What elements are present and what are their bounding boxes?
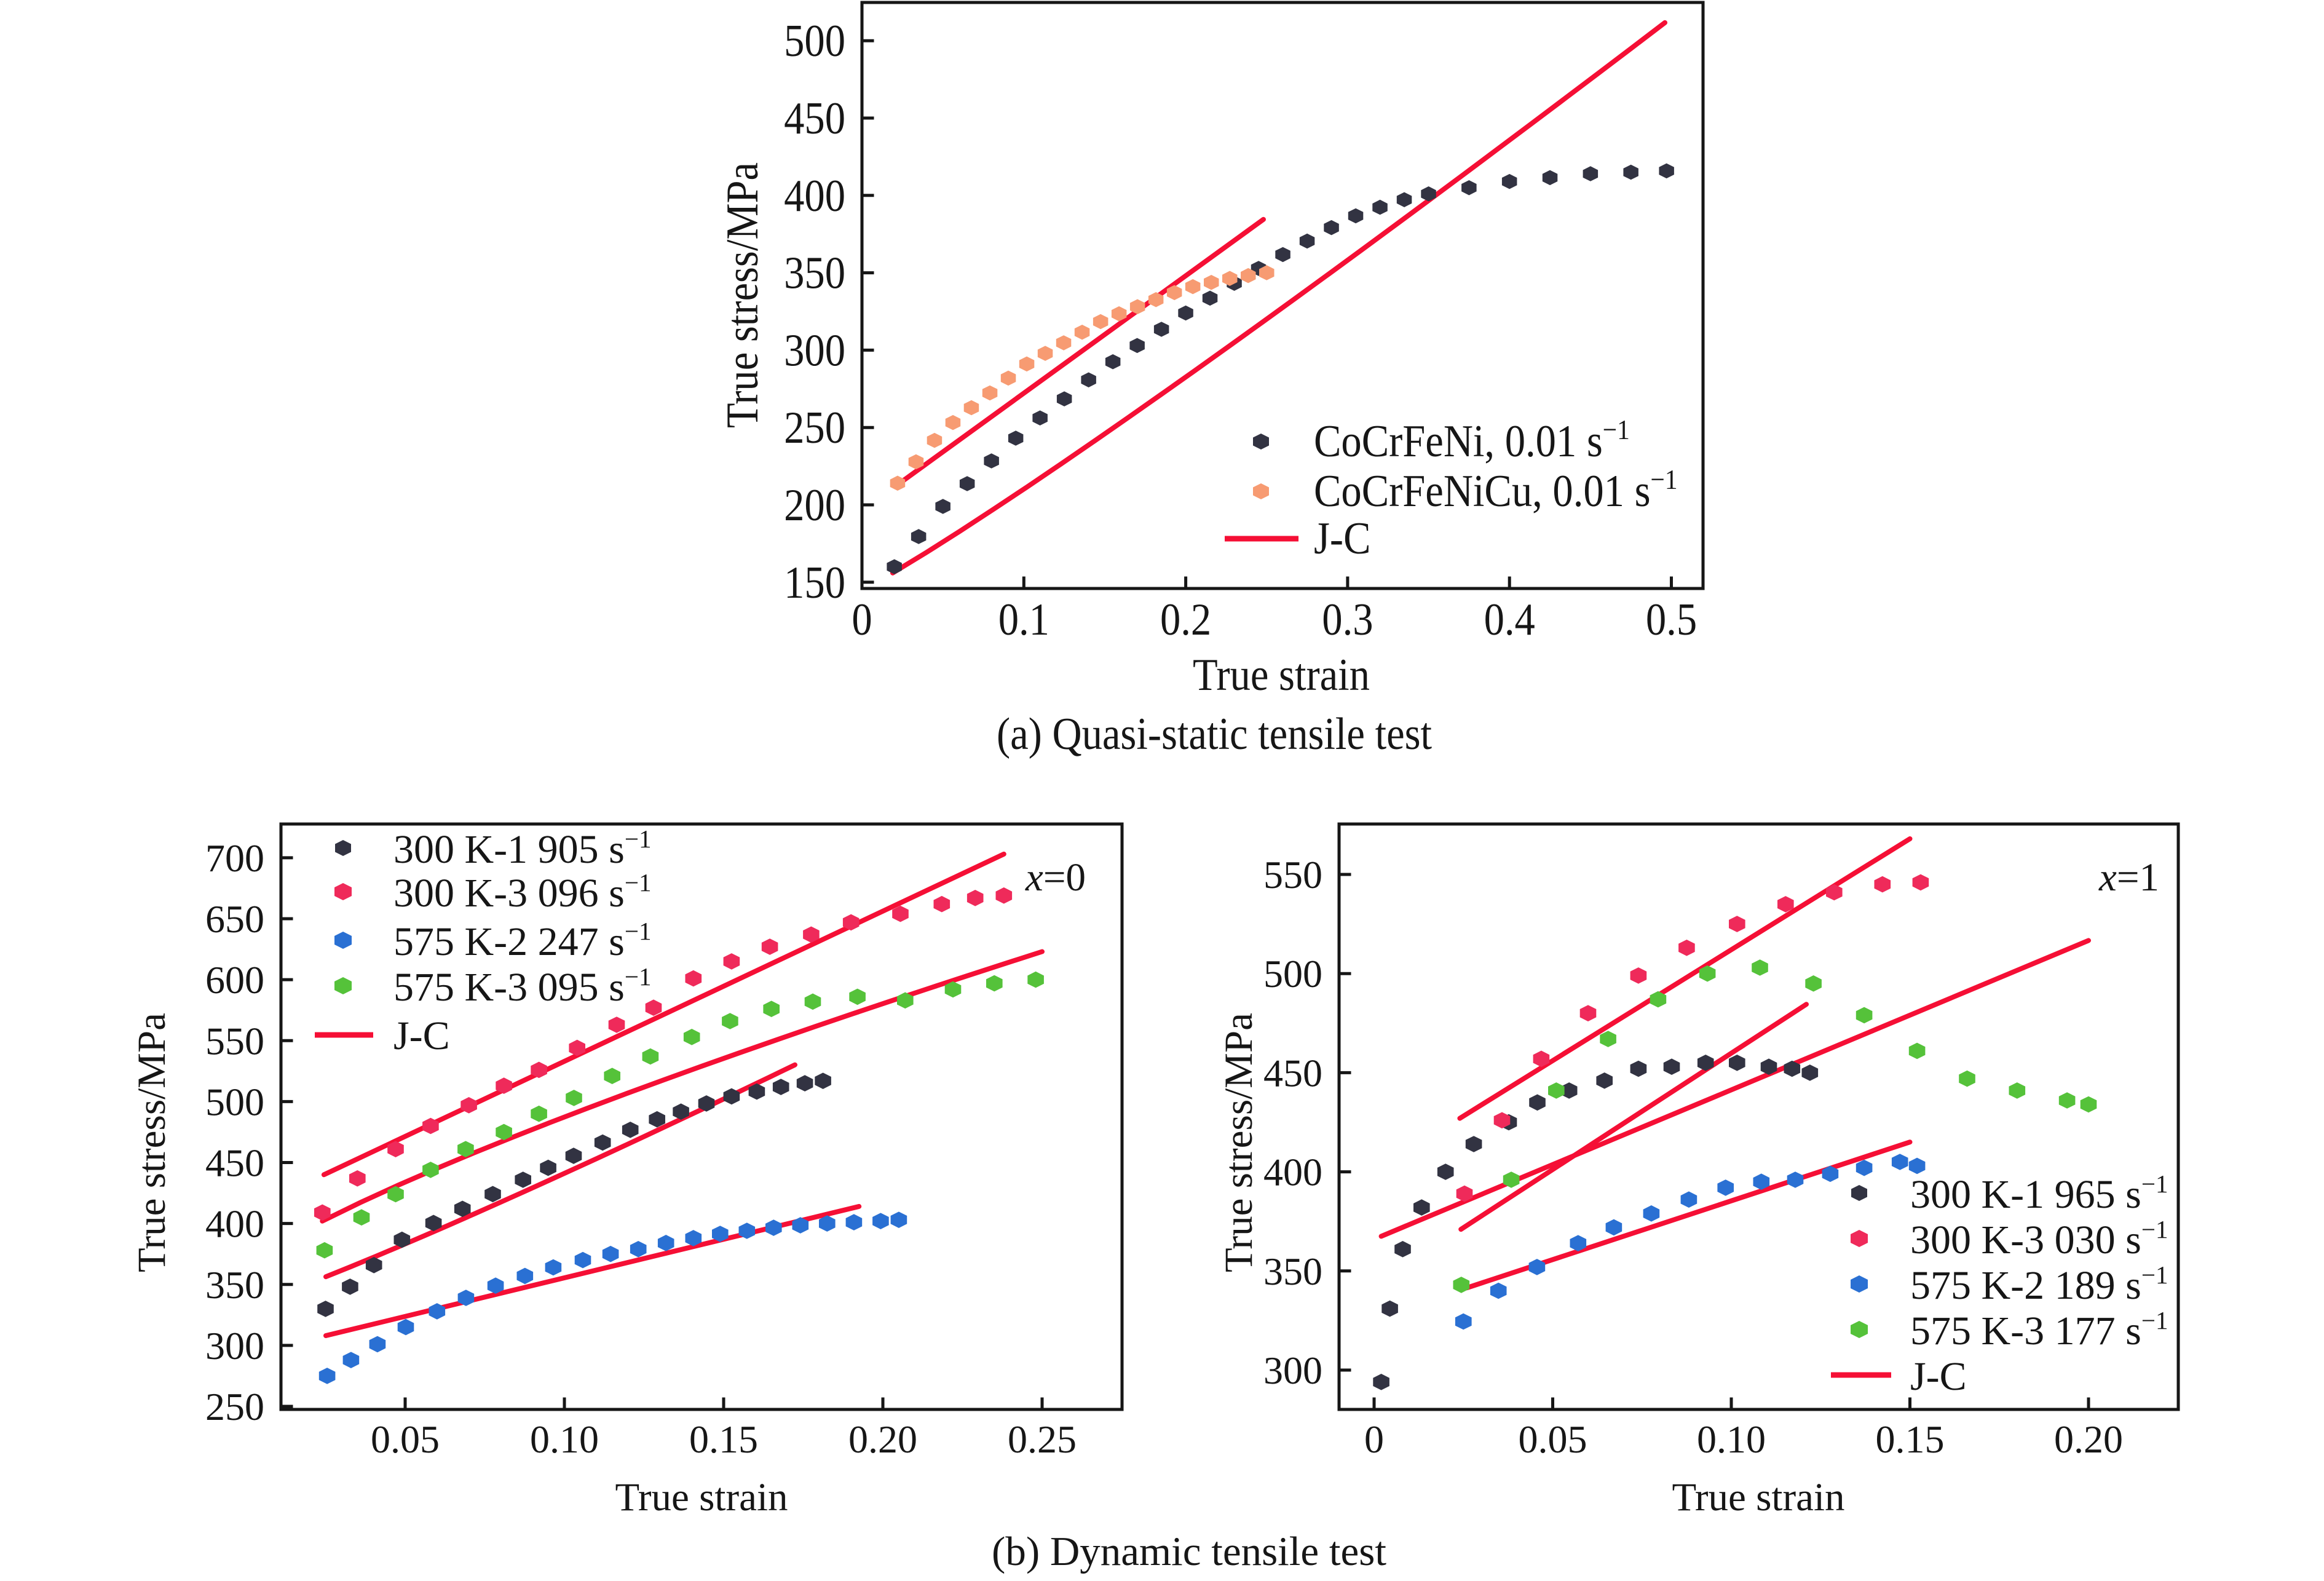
svg-text:300 K-1 965 s−1: 300 K-1 965 s−1: [1910, 1170, 2168, 1217]
svg-text:575 K-2 189 s−1: 575 K-2 189 s−1: [1910, 1261, 2168, 1308]
svg-text:575 K-3 095 s−1: 575 K-3 095 s−1: [393, 962, 651, 1010]
svg-text:True stress/MPa: True stress/MPa: [1217, 1013, 1261, 1272]
svg-text:200: 200: [784, 480, 845, 531]
svg-text:0.05: 0.05: [371, 1417, 440, 1461]
svg-text:250: 250: [205, 1385, 264, 1428]
svg-text:350: 350: [784, 248, 845, 298]
svg-text:300 K-1 905 s−1: 300 K-1 905 s−1: [393, 825, 651, 872]
svg-text:0.10: 0.10: [530, 1417, 599, 1461]
svg-text:CoCrFeNiCu, 0.01 s−1: CoCrFeNiCu, 0.01 s−1: [1314, 464, 1678, 517]
svg-text:400: 400: [784, 171, 845, 221]
svg-text:0: 0: [852, 595, 872, 645]
svg-text:550: 550: [205, 1019, 264, 1063]
svg-text:500: 500: [784, 16, 845, 66]
svg-text:500: 500: [1263, 952, 1322, 996]
svg-text:600: 600: [205, 958, 264, 1002]
svg-text:x=1: x=1: [2098, 855, 2159, 900]
svg-text:0.1: 0.1: [998, 595, 1049, 645]
svg-text:400: 400: [1263, 1151, 1322, 1194]
svg-text:J-C: J-C: [393, 1013, 450, 1058]
svg-text:J-C: J-C: [1314, 513, 1370, 564]
svg-text:(a) Quasi-static tensile test: (a) Quasi-static tensile test: [997, 709, 1433, 759]
svg-text:True strain: True strain: [615, 1475, 788, 1520]
svg-text:500: 500: [205, 1080, 264, 1123]
svg-text:(b) Dynamic tensile test: (b) Dynamic tensile test: [992, 1529, 1386, 1574]
svg-text:0.2: 0.2: [1160, 595, 1211, 645]
svg-text:0.10: 0.10: [1697, 1417, 1766, 1461]
svg-text:150: 150: [784, 558, 845, 608]
svg-text:x=0: x=0: [1025, 855, 1086, 900]
svg-text:300: 300: [784, 325, 845, 376]
svg-text:True stress/MPa: True stress/MPa: [130, 1013, 174, 1272]
svg-text:450: 450: [784, 93, 845, 144]
svg-text:650: 650: [205, 897, 264, 941]
svg-text:300 K-3 030 s−1: 300 K-3 030 s−1: [1910, 1215, 2168, 1262]
svg-text:400: 400: [205, 1202, 264, 1246]
svg-text:0.05: 0.05: [1519, 1417, 1587, 1461]
svg-text:575 K-2 247 s−1: 575 K-2 247 s−1: [393, 917, 651, 964]
svg-text:0.5: 0.5: [1646, 595, 1697, 645]
svg-text:True strain: True strain: [1193, 650, 1370, 700]
svg-text:0.25: 0.25: [1008, 1417, 1077, 1461]
svg-text:550: 550: [1263, 853, 1322, 897]
svg-text:CoCrFeNi, 0.01 s−1: CoCrFeNi, 0.01 s−1: [1314, 414, 1630, 467]
svg-text:0.4: 0.4: [1484, 595, 1535, 645]
svg-text:0: 0: [1364, 1417, 1384, 1461]
svg-text:0.3: 0.3: [1322, 595, 1373, 645]
svg-text:575 K-3 177 s−1: 575 K-3 177 s−1: [1910, 1306, 2168, 1353]
svg-text:450: 450: [1263, 1051, 1322, 1095]
svg-text:0.20: 0.20: [2054, 1417, 2123, 1461]
svg-text:True stress/MPa: True stress/MPa: [717, 162, 768, 428]
svg-text:300 K-3 096 s−1: 300 K-3 096 s−1: [393, 868, 651, 916]
svg-text:300: 300: [205, 1324, 264, 1368]
svg-text:350: 350: [1263, 1250, 1322, 1293]
svg-text:700: 700: [205, 836, 264, 880]
svg-text:350: 350: [205, 1263, 264, 1307]
svg-text:J-C: J-C: [1910, 1354, 1967, 1399]
svg-text:300: 300: [1263, 1349, 1322, 1392]
svg-text:0.15: 0.15: [689, 1417, 758, 1461]
svg-text:450: 450: [205, 1141, 264, 1185]
svg-text:0.20: 0.20: [848, 1417, 917, 1461]
svg-text:250: 250: [784, 403, 845, 453]
svg-text:True strain: True strain: [1672, 1475, 1844, 1520]
svg-text:0.15: 0.15: [1876, 1417, 1945, 1461]
